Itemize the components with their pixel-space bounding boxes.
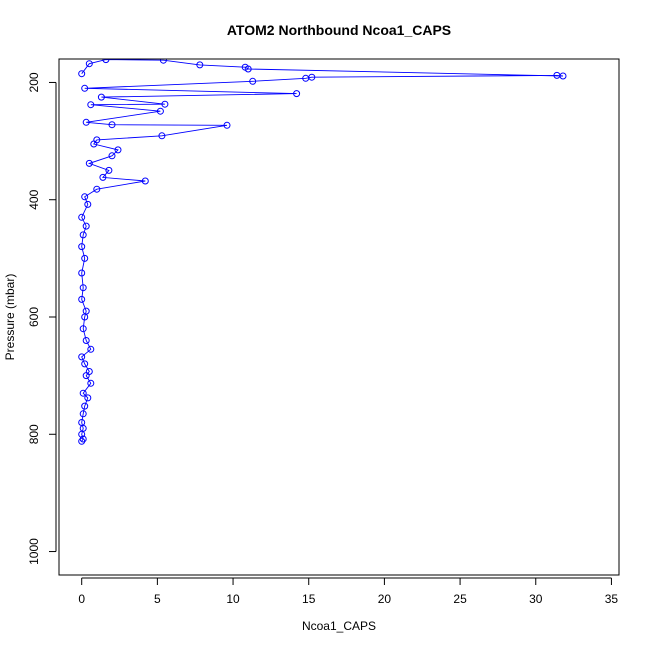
- data-point: [559, 72, 567, 80]
- y-tick-label: 600: [27, 307, 41, 327]
- plot-frame: [58, 58, 620, 576]
- data-point: [85, 60, 93, 68]
- x-tick-label: 25: [453, 592, 467, 606]
- series-line: [81, 59, 564, 442]
- data-point: [78, 353, 86, 361]
- data-point: [79, 231, 87, 239]
- data-point: [78, 269, 86, 277]
- data-point: [114, 146, 122, 154]
- data-point: [78, 70, 86, 78]
- data-point: [79, 389, 87, 397]
- data-point: [308, 73, 316, 81]
- data-point: [293, 90, 301, 98]
- data-point: [161, 100, 169, 108]
- data-point: [78, 419, 86, 426]
- data-point: [81, 193, 89, 201]
- data-point: [79, 284, 87, 292]
- x-tick-label: 5: [154, 592, 161, 606]
- data-point: [85, 159, 93, 167]
- data-point: [81, 254, 89, 262]
- y-axis-label: Pressure (mbar): [3, 274, 17, 361]
- data-point: [82, 307, 90, 315]
- data-point: [85, 368, 93, 375]
- data-point: [102, 59, 110, 64]
- data-point: [78, 213, 86, 221]
- chart-title: ATOM2 Northbound Ncoa1_CAPS: [227, 22, 451, 38]
- data-point: [223, 121, 231, 129]
- data-point: [141, 177, 149, 185]
- data-point: [78, 295, 86, 303]
- data-point: [87, 101, 95, 109]
- data-point: [84, 394, 92, 402]
- data-point: [79, 410, 87, 418]
- data-point: [159, 59, 167, 64]
- data-point: [79, 435, 87, 443]
- data-point: [87, 345, 95, 353]
- data-point: [158, 132, 166, 140]
- data-point: [241, 63, 249, 71]
- data-point: [93, 185, 101, 193]
- y-tick-label: 200: [27, 72, 41, 92]
- data-point: [79, 325, 87, 333]
- x-tick-label: 0: [78, 592, 85, 606]
- y-tick-label: 1000: [27, 538, 41, 565]
- data-point: [108, 121, 116, 129]
- data-point: [87, 379, 95, 387]
- x-axis: 0 5 10 15 20 25 30 35: [78, 577, 619, 606]
- data-layer: [78, 59, 567, 445]
- x-tick-label: 30: [529, 592, 543, 606]
- x-tick-label: 15: [302, 592, 316, 606]
- data-point: [105, 166, 113, 174]
- x-axis-label: Ncoa1_CAPS: [302, 619, 376, 633]
- y-axis: 200 400 600 800 1000: [27, 72, 57, 565]
- data-point: [82, 337, 90, 344]
- y-tick-label: 800: [27, 424, 41, 444]
- data-point: [81, 84, 89, 92]
- data-point: [82, 118, 90, 126]
- data-point: [81, 360, 89, 368]
- data-point: [93, 136, 101, 144]
- data-point: [99, 173, 107, 181]
- data-point: [84, 200, 92, 208]
- data-point: [97, 93, 105, 101]
- x-tick-label: 10: [226, 592, 240, 606]
- x-tick-label: 35: [605, 592, 619, 606]
- data-point: [78, 243, 86, 251]
- data-point: [108, 152, 116, 160]
- y-tick-label: 400: [27, 189, 41, 209]
- x-tick-label: 20: [378, 592, 392, 606]
- data-point: [156, 107, 164, 115]
- data-point: [82, 222, 90, 230]
- data-point: [196, 61, 204, 69]
- data-point: [249, 77, 257, 85]
- data-point: [81, 402, 89, 410]
